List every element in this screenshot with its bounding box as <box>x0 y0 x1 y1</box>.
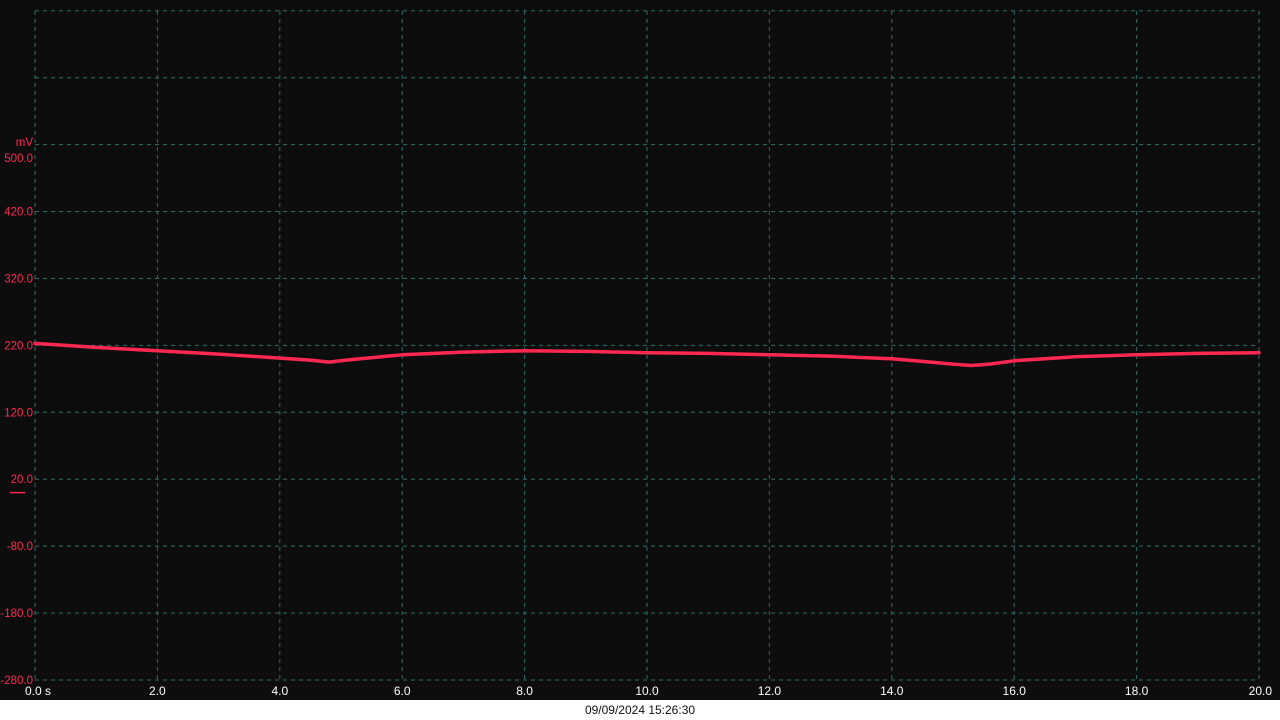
y-tick-label: -280.0 <box>0 675 33 687</box>
x-axis-labels: 0.0 s 2.0 4.0 6.0 8.0 10.0 12.0 14.0 16.0 18.0 20.… <box>25 684 1272 698</box>
y-axis-labels: mV -280.0 -180.0 -80.0 20.0 120.0 220.0 320.0 4… <box>0 137 33 687</box>
timestamp: 09/09/2024 15:26:30 <box>584 703 696 717</box>
y-tick-label: 220.0 <box>4 340 33 352</box>
x-tick-label: 10.0 <box>635 684 659 698</box>
x-tick-label: 4.0 <box>271 684 288 698</box>
x-tick-label: 20.0 <box>1249 684 1273 698</box>
y-tick-label: -80.0 <box>7 541 33 553</box>
y-tick-label: 320.0 <box>4 273 33 285</box>
x-tick-label: 2.0 <box>149 684 166 698</box>
y-tick-label: 500.0 <box>4 153 33 165</box>
y-tick-label: 20.0 <box>11 474 33 486</box>
y-tick-label: -180.0 <box>0 608 33 620</box>
x-tick-label: 18.0 <box>1125 684 1149 698</box>
x-tick-label: 6.0 <box>394 684 411 698</box>
x-tick-label: 12.0 <box>758 684 782 698</box>
y-axis-unit-label: mV <box>16 137 34 149</box>
signal-trace-0 <box>33 341 1261 368</box>
trace-layer <box>33 341 1261 368</box>
x-tick-label: 16.0 <box>1003 684 1027 698</box>
x-tick-label: 14.0 <box>880 684 904 698</box>
x-tick-label: 8.0 <box>516 684 533 698</box>
y-tick-label: 120.0 <box>4 407 33 419</box>
oscilloscope-plot[interactable]: mV -280.0 -180.0 -80.0 20.0 120.0 220.0 320.0 4… <box>0 0 1280 700</box>
plot-area[interactable]: mV -280.0 -180.0 -80.0 20.0 120.0 220.0 320.0 4… <box>0 0 1280 700</box>
y-tick-label: 420.0 <box>4 207 33 219</box>
x-tick-label: 0.0 s <box>25 684 51 698</box>
grid <box>34 10 1260 681</box>
